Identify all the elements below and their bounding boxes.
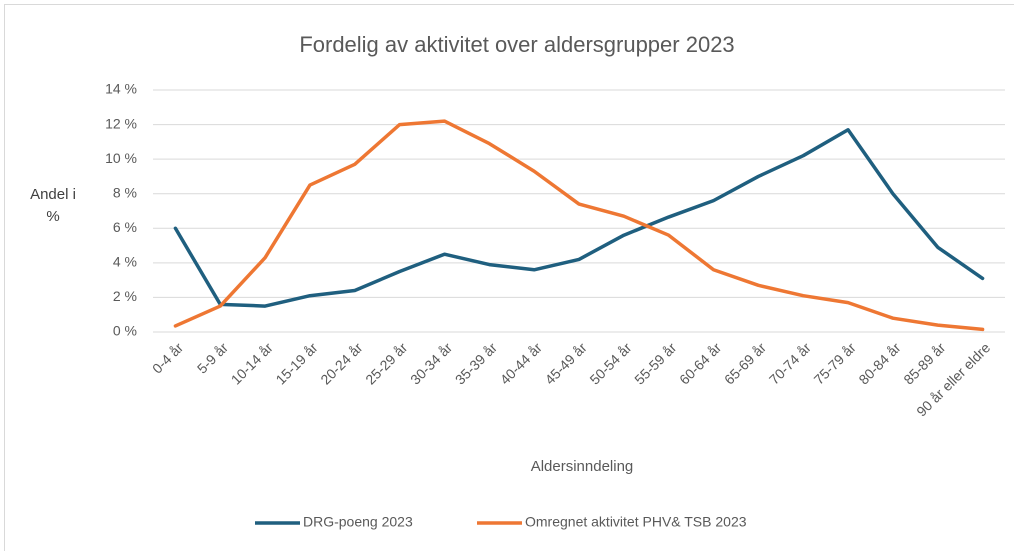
x-tick-label: 20-24 år xyxy=(317,339,365,387)
legend-label: Omregnet aktivitet PHV& TSB 2023 xyxy=(525,514,747,530)
chart-title: Fordelig av aktivitet over aldersgrupper… xyxy=(299,32,734,57)
chart-frame xyxy=(4,4,1014,551)
x-tick-label: 0-4 år xyxy=(149,339,186,376)
series-line xyxy=(173,128,985,308)
x-tick-label: 40-44 år xyxy=(497,339,545,387)
x-tick-label: 80-84 år xyxy=(855,339,903,387)
x-tick-label: 60-64 år xyxy=(676,339,724,387)
x-axis-label: Aldersinndeling xyxy=(531,458,634,475)
legend-label: DRG-poeng 2023 xyxy=(303,514,413,530)
x-tick-label: 10-14 år xyxy=(228,339,276,387)
y-tick-label: 10 % xyxy=(105,150,137,166)
y-tick-label: 12 % xyxy=(105,115,137,131)
y-tick-label: 4 % xyxy=(113,254,137,270)
y-tick-label: 6 % xyxy=(113,219,137,235)
y-tick-label: 0 % xyxy=(113,323,137,339)
x-tick-label: 25-29 år xyxy=(362,339,410,387)
x-tick-label: 45-49 år xyxy=(542,339,590,387)
x-tick-label: 35-39 år xyxy=(452,339,500,387)
x-tick-label: 5-9 år xyxy=(194,339,231,376)
y-axis-label: Andel i % xyxy=(30,186,76,225)
y-tick-label: 14 % xyxy=(105,81,137,97)
x-tick-label: 55-59 år xyxy=(631,339,679,387)
x-tick-label: 65-69 år xyxy=(721,339,769,387)
series-line xyxy=(173,119,985,332)
y-tick-label: 8 % xyxy=(113,184,137,200)
x-tick-label: 70-74 år xyxy=(766,339,814,387)
x-tick-label: 15-19 år xyxy=(272,339,320,387)
y-tick-label: 2 % xyxy=(113,288,137,304)
x-tick-label: 30-34 år xyxy=(407,339,455,387)
x-tick-label: 50-54 år xyxy=(586,339,634,387)
x-tick-label: 75-79 år xyxy=(811,339,859,387)
